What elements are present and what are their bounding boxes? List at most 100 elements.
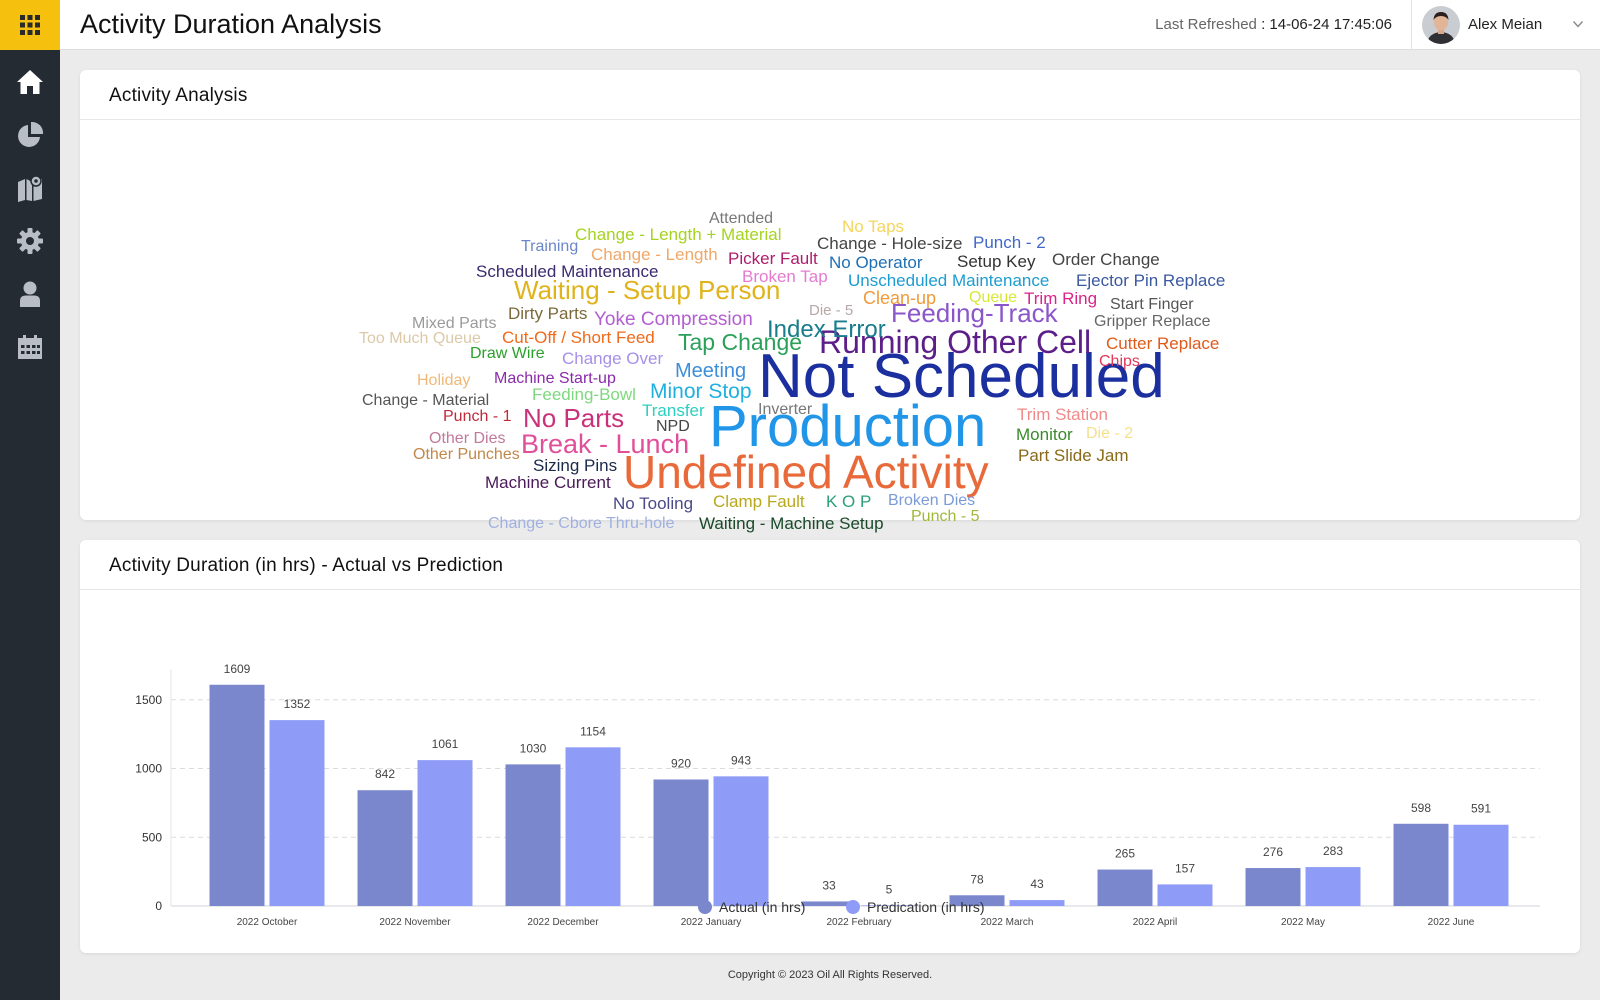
last-refreshed-value: : 14-06-24 17:45:06	[1261, 16, 1392, 33]
nav-users[interactable]	[15, 279, 45, 309]
legend-marker	[698, 900, 712, 914]
bar-prediction	[1305, 867, 1361, 906]
word-cloud-word: Broken Tap	[742, 267, 828, 287]
map-icon	[18, 175, 42, 202]
chevron-down-icon	[1572, 21, 1584, 28]
y-tick-label: 1000	[135, 762, 162, 776]
word-cloud-word: No Parts	[523, 403, 625, 434]
nav-calendar[interactable]	[15, 332, 45, 362]
bar-actual	[653, 779, 709, 906]
apps-menu-button[interactable]	[0, 0, 60, 50]
bar-value-label: 1609	[224, 662, 251, 676]
top-bar: Activity Duration Analysis Last Refreshe…	[60, 0, 1600, 50]
header-divider	[1411, 0, 1412, 50]
bar-value-label: 1061	[432, 737, 459, 751]
word-cloud-word: Inverter	[758, 401, 813, 419]
word-cloud-word: Die - 2	[1086, 425, 1134, 443]
bar-prediction	[1157, 884, 1213, 906]
x-tick-label: 2022 March	[981, 917, 1034, 928]
bar-value-label: 1154	[580, 724, 606, 738]
activity-analysis-header: Activity Analysis	[80, 70, 1580, 120]
word-cloud-word: Waiting - Machine Setup	[699, 514, 884, 534]
home-icon	[17, 70, 43, 94]
gear-icon	[17, 228, 43, 254]
activity-analysis-card: Activity Analysis Not Scheduled Productio…	[80, 70, 1580, 533]
nav-settings[interactable]	[15, 226, 45, 256]
word-cloud-word: Punch - 2	[973, 233, 1046, 253]
word-cloud-word: Ejector Pin Replace	[1076, 271, 1226, 291]
y-tick-label: 1500	[135, 693, 162, 707]
bar-prediction	[861, 905, 917, 906]
word-cloud-word: Trim Station	[1017, 405, 1109, 425]
x-tick-label: 2022 June	[1428, 917, 1475, 928]
duration-chart-title: Activity Duration (in hrs) - Actual vs P…	[109, 555, 504, 576]
word-cloud-word: Production	[709, 393, 987, 459]
word-cloud-word: Not Scheduled	[758, 342, 1165, 412]
bar-actual	[357, 790, 413, 906]
last-refreshed-label: Last Refreshed	[1155, 16, 1257, 33]
word-cloud-word: Minor Stop	[650, 380, 752, 404]
word-cloud-word: No Tooling	[613, 494, 694, 514]
bar-prediction	[713, 776, 769, 906]
word-cloud-word: Other Punches	[413, 446, 520, 464]
bar-value-label: 591	[1471, 802, 1491, 816]
word-cloud-word: Cut-Off / Short Feed	[502, 328, 655, 348]
duration-bar-chart: 0 500 1000 1500 1609 1352 2022 October 842 1061 2…	[135, 662, 1540, 928]
word-cloud-word: Machine Start-up	[494, 370, 616, 388]
nav-analytics[interactable]	[15, 120, 45, 150]
word-cloud-word: Sizing Pins	[533, 456, 618, 476]
word-cloud-word: Too Much Queue	[359, 330, 481, 348]
bar-value-label: 943	[731, 753, 751, 767]
bar-value-label: 5	[886, 882, 893, 896]
bar-prediction	[1009, 900, 1065, 906]
word-cloud-word: Attended	[709, 210, 774, 228]
word-cloud: Not Scheduled Production Undefined Activit…	[80, 121, 1580, 533]
user-menu[interactable]: Alex Meian	[1422, 5, 1590, 45]
word-cloud-word: Tap Change	[678, 328, 803, 355]
bar-prediction	[1453, 824, 1509, 906]
bar-value-label: 1030	[520, 741, 547, 755]
y-tick-label: 0	[155, 899, 162, 913]
x-tick-label: 2022 May	[1281, 917, 1325, 928]
bar-value-label: 276	[1263, 845, 1283, 859]
word-cloud-word: Index Error	[767, 315, 886, 343]
word-cloud-word: Gripper Replace	[1094, 313, 1211, 331]
bar-actual	[1245, 868, 1301, 906]
bar-value-label: 1352	[284, 697, 311, 711]
calendar-icon	[18, 335, 42, 359]
word-cloud-word: Order Change	[1052, 250, 1160, 270]
user-name: Alex Meian	[1468, 16, 1543, 33]
bar-value-label: 157	[1175, 861, 1195, 875]
word-cloud-word: Change - Material	[362, 392, 490, 410]
word-cloud-word: K O P	[826, 492, 872, 512]
legend-label: Actual (in hrs)	[719, 899, 805, 915]
nav-map[interactable]	[15, 173, 45, 203]
x-tick-label: 2022 December	[527, 917, 599, 928]
word-cloud-word: Die - 5	[809, 302, 854, 319]
word-cloud-word: NPD	[656, 418, 690, 436]
bar-actual	[209, 684, 265, 906]
x-tick-label: 2022 October	[237, 917, 298, 928]
word-cloud-word: Part Slide Jam	[1018, 446, 1129, 466]
sidebar	[0, 0, 60, 1000]
bar-actual	[505, 764, 561, 906]
word-cloud-word: Machine Current	[485, 473, 611, 493]
word-cloud-word: Punch - 1	[443, 408, 512, 426]
word-cloud-word: Clamp Fault	[713, 492, 805, 512]
nav-home[interactable]	[15, 67, 45, 97]
bar-actual	[801, 901, 857, 906]
x-tick-label: 2022 January	[681, 917, 742, 928]
x-tick-label: 2022 November	[379, 917, 451, 928]
footer-copyright: Copyright © 2023 Oil All Rights Reserved…	[727, 969, 933, 981]
bar-actual	[1393, 823, 1449, 906]
word-cloud-word: Setup Key	[957, 252, 1036, 272]
word-cloud-word: Scheduled Maintenance	[476, 262, 659, 282]
apps-grid-icon	[20, 15, 40, 35]
bar-value-label: 283	[1323, 844, 1343, 858]
word-cloud-word: Change Over	[562, 349, 664, 369]
last-refreshed: Last Refreshed : 14-06-24 17:45:06	[1155, 16, 1392, 33]
word-cloud-word: Change - Length	[591, 245, 718, 265]
bar-actual	[949, 895, 1005, 906]
legend-label: Predication (in hrs)	[867, 899, 985, 915]
word-cloud-word: Chips	[1099, 353, 1140, 371]
